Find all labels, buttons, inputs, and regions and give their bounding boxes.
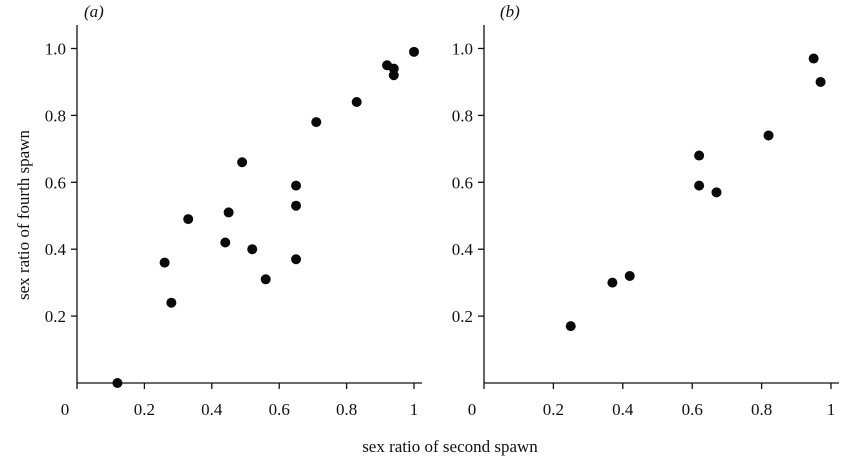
x-tick-label: 0.8 <box>751 400 772 419</box>
data-point <box>409 46 419 57</box>
y-tick-label: 1.0 <box>452 40 473 59</box>
y-tick-label: 0.8 <box>45 106 66 125</box>
data-point <box>694 150 705 161</box>
x-tick-label: 0.4 <box>201 400 223 419</box>
x-tick-label: 0.2 <box>543 400 564 419</box>
data-point <box>763 130 774 141</box>
x-tick-label: 0.2 <box>134 400 155 419</box>
data-point <box>223 207 234 218</box>
x-tick-label: 0.4 <box>612 400 634 419</box>
data-point <box>311 117 322 128</box>
data-point <box>808 53 819 64</box>
data-point <box>260 274 271 285</box>
x-axis-title: sex ratio of second spawn <box>362 437 538 456</box>
data-point <box>291 180 302 191</box>
y-tick-label: 1.0 <box>45 40 66 59</box>
data-point <box>711 187 722 198</box>
y-tick-label: 0.6 <box>452 173 473 192</box>
data-point <box>247 244 258 255</box>
y-axis-title: sex ratio of fourth spawn <box>14 130 33 300</box>
panel-label: (b) <box>500 2 520 21</box>
y-tick-label: 0.4 <box>452 240 474 259</box>
data-point <box>694 180 705 191</box>
y-tick-label: 0.2 <box>45 307 66 326</box>
x-tick-label: 1 <box>827 400 836 419</box>
y-tick-label: 0.8 <box>452 106 473 125</box>
data-point <box>237 157 248 168</box>
y-tick-label: 0.4 <box>45 240 67 259</box>
data-point <box>565 321 576 332</box>
data-point <box>607 277 618 288</box>
panel-b: (b) 0 0.2 0.4 0.6 0.8 1 0.2 0.4 0.6 0.8 1.0 <box>452 2 839 419</box>
x-tick-label: 0 <box>61 400 70 419</box>
panel-a: (a) 0 0.2 0.4 0.6 0.8 1 0.2 0.4 0.6 0.8 1.0 <box>45 2 422 419</box>
y-tick-label: 0.6 <box>45 173 66 192</box>
x-tick-label: 0 <box>468 400 477 419</box>
data-point <box>183 214 194 225</box>
y-tick-label: 0.2 <box>452 307 473 326</box>
data-point <box>624 270 635 281</box>
data-point <box>388 70 399 81</box>
data-point <box>220 237 231 248</box>
data-point <box>815 76 826 87</box>
data-point <box>166 297 177 308</box>
x-tick-label: 0.8 <box>336 400 357 419</box>
x-tick-label: 1 <box>410 400 419 419</box>
data-point <box>159 257 170 268</box>
panel-label: (a) <box>84 2 104 21</box>
data-point <box>351 97 362 108</box>
x-tick-label: 0.6 <box>269 400 290 419</box>
x-tick-label: 0.6 <box>682 400 703 419</box>
data-point <box>291 200 302 211</box>
data-point <box>112 378 123 388</box>
data-point <box>291 254 302 265</box>
